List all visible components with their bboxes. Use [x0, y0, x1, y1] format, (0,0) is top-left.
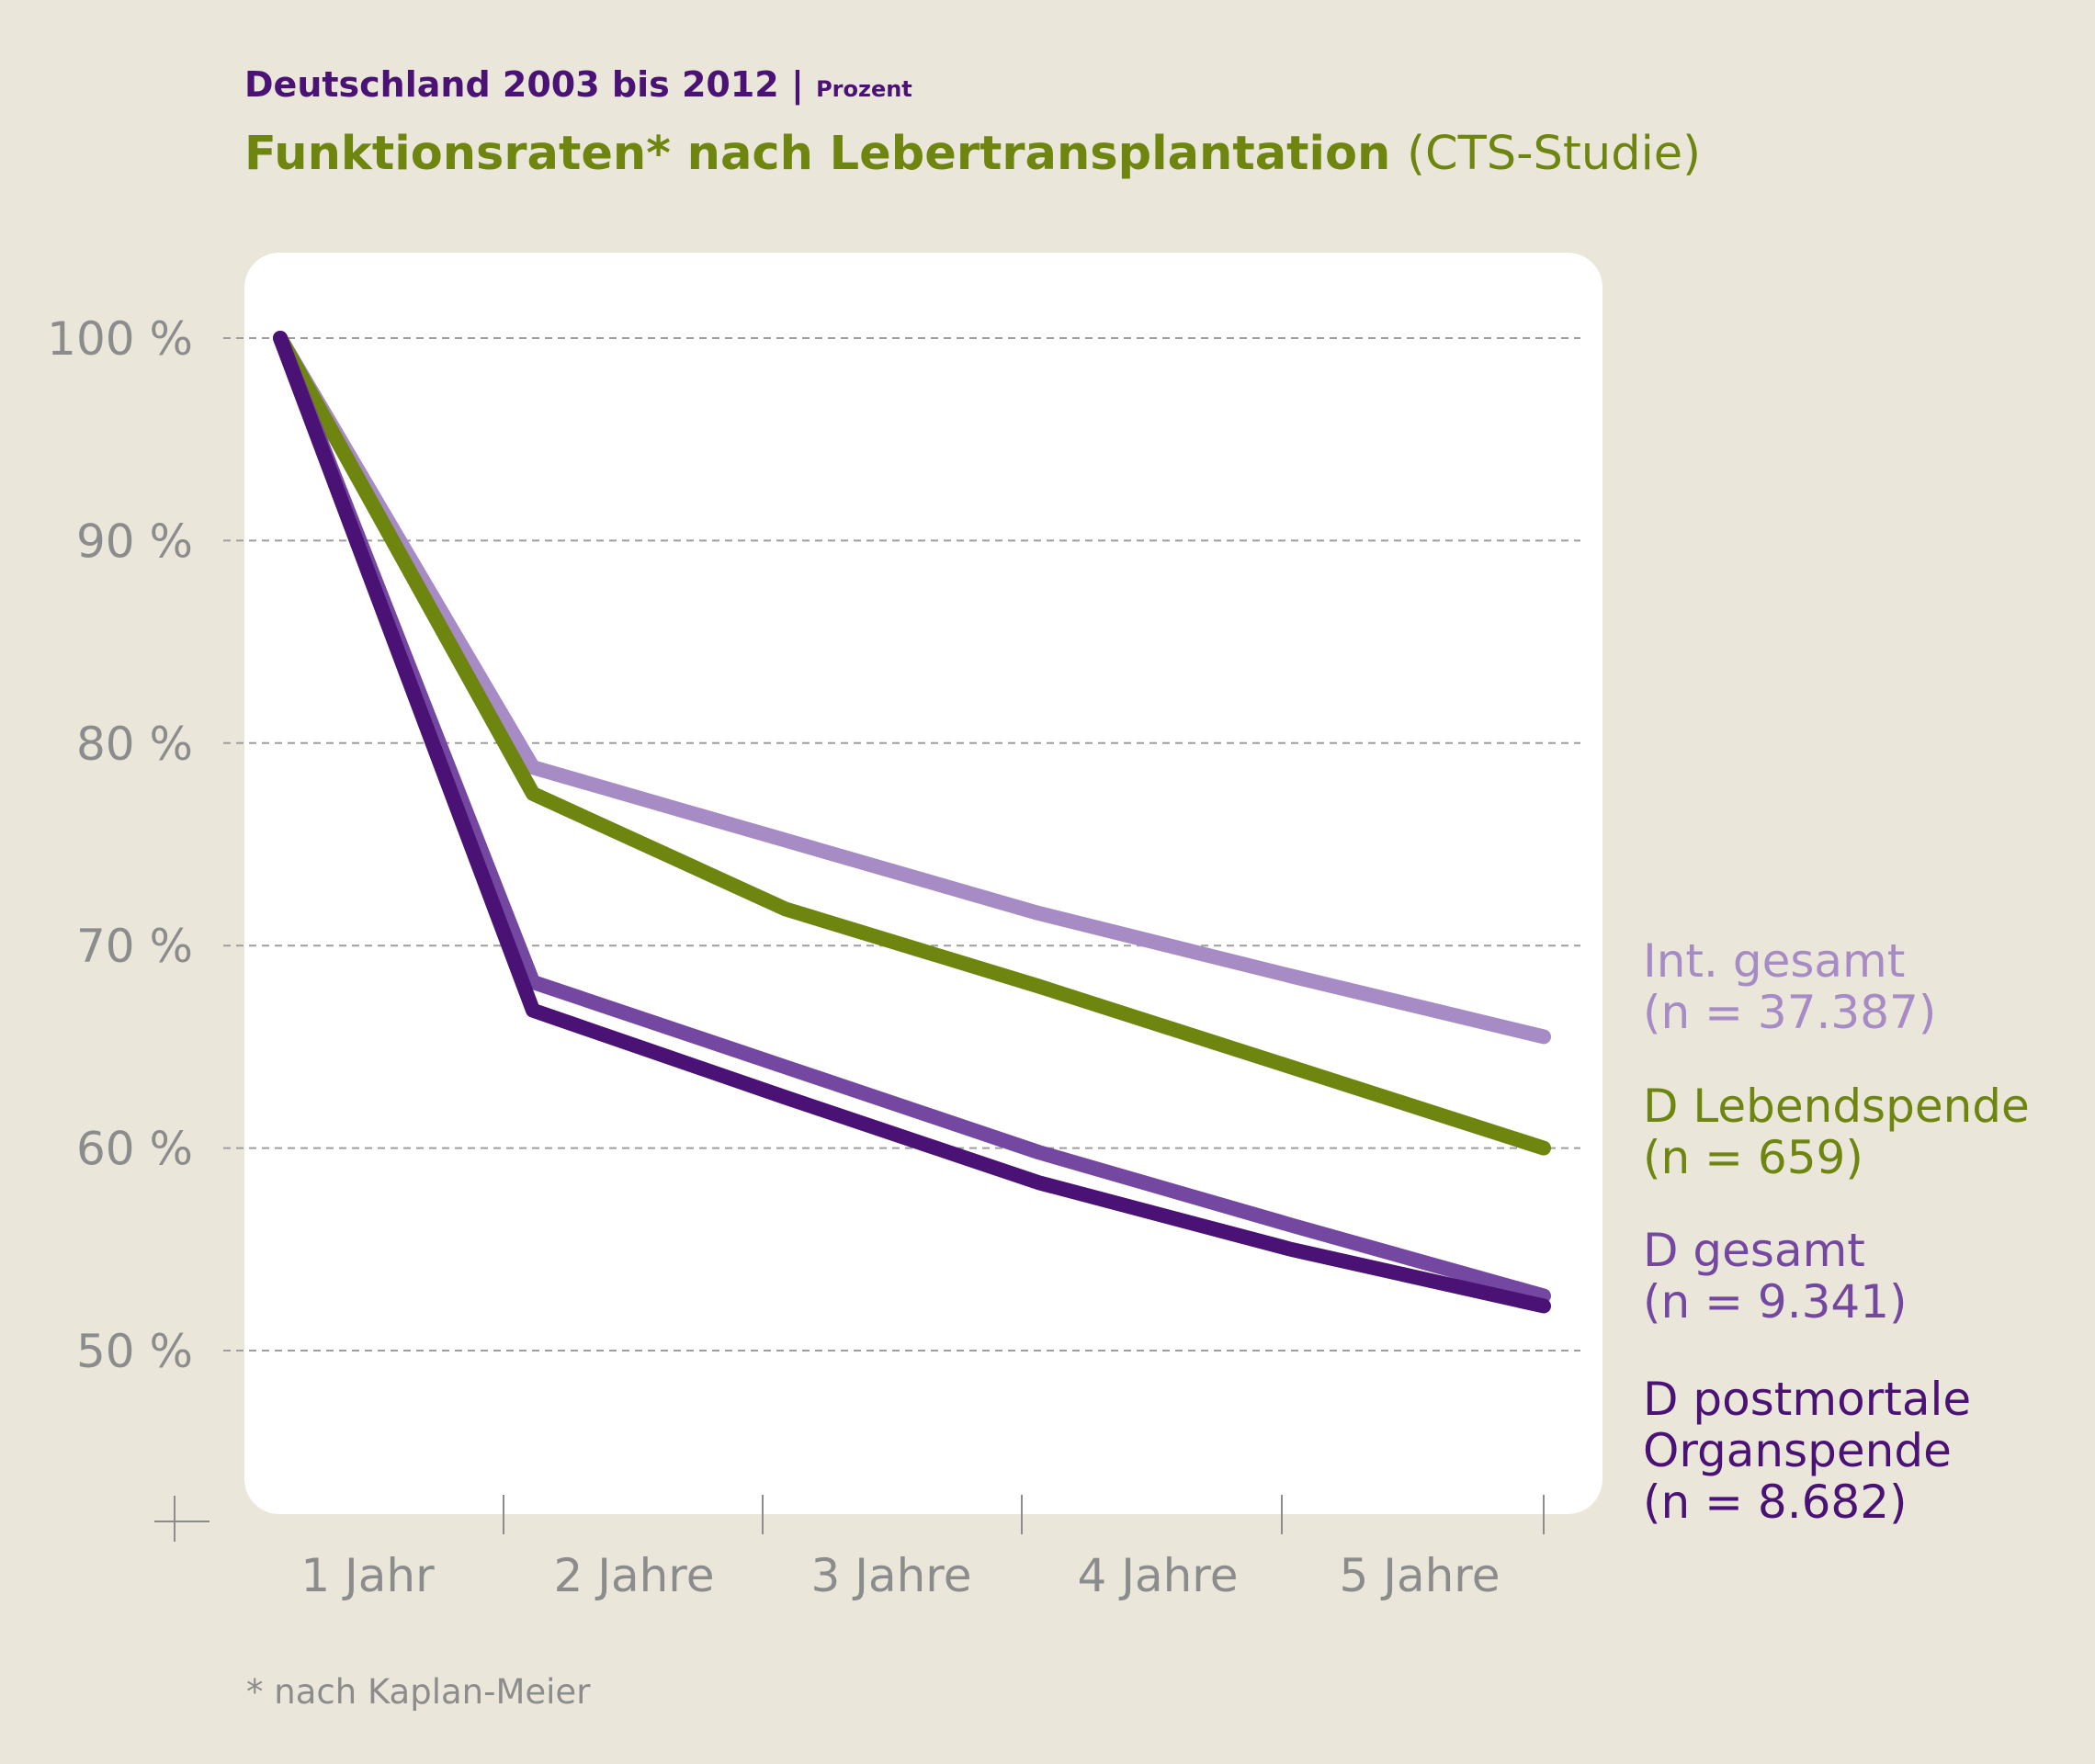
series-label-gesamt: D gesamt (n = 9.341): [1643, 1225, 1908, 1328]
y-tick-label: 80 %: [76, 718, 193, 771]
unit-text: Prozent: [816, 76, 912, 102]
footnote: * nach Kaplan-Meier: [246, 1672, 591, 1712]
series-label-line: (n = 9.341): [1643, 1275, 1908, 1329]
y-tick-label: 70 %: [76, 920, 193, 973]
chart-subtitle: Deutschland 2003 bis 2012 | Prozent: [244, 64, 912, 105]
x-axis: 1 Jahr 2 Jahre 3 Jahre 4 Jahre 5 Jahre: [154, 1495, 1545, 1602]
x-tick-label: 2 Jahre: [554, 1549, 715, 1602]
series-label-line: D gesamt: [1643, 1224, 1865, 1277]
title-bold: Funktionsraten* nach Lebertransplantatio…: [244, 127, 1391, 181]
series-line-int: [273, 331, 1551, 1045]
series-label-line: (n = 659): [1643, 1131, 1863, 1184]
y-tick-label: 90 %: [76, 514, 193, 568]
x-tick-label: 1 Jahr: [300, 1549, 435, 1602]
series-label-line: Organspende: [1643, 1424, 1952, 1477]
series-label-line: (n = 37.387): [1643, 986, 1937, 1039]
series-layer: [273, 331, 1551, 1314]
series-line-postmortal: [273, 331, 1551, 1314]
y-tick-label: 50 %: [76, 1325, 193, 1378]
series-label-line: (n = 8.682): [1643, 1476, 1908, 1529]
y-tick-label: 100 %: [47, 312, 193, 366]
series-label-lebend: D Lebendspende (n = 659): [1643, 1080, 2030, 1183]
series-label-line: D Lebendspende: [1643, 1080, 2030, 1133]
series-label-line: D postmortale: [1643, 1373, 1972, 1426]
x-tick-label: 5 Jahre: [1340, 1549, 1500, 1602]
series-label-int: Int. gesamt (n = 37.387): [1643, 935, 1936, 1038]
series-label-line: Int. gesamt: [1643, 934, 1906, 988]
series-label-postmortal: D postmortale Organspende (n = 8.682): [1643, 1374, 1971, 1528]
chart-title: Funktionsraten* nach Lebertransplantatio…: [244, 127, 1701, 181]
x-tick-label: 3 Jahre: [811, 1549, 972, 1602]
series-line-gesamt: [273, 331, 1551, 1304]
title-suffix: (CTS-Studie): [1407, 127, 1702, 181]
y-tick-label: 60 %: [76, 1123, 193, 1176]
grid-layer: 100 % 90 % 80 % 70 % 60 % 50 %: [47, 312, 1580, 1378]
x-tick-label: 4 Jahre: [1078, 1549, 1239, 1602]
series-line-lebend: [273, 331, 1551, 1156]
subtitle-text: Deutschland 2003 bis 2012 |: [244, 64, 804, 105]
